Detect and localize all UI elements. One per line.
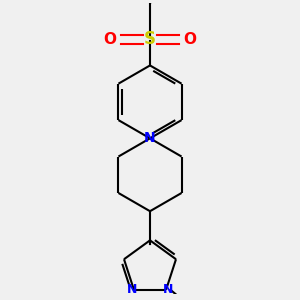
Text: N: N (127, 283, 137, 296)
Text: O: O (103, 32, 116, 47)
Text: N: N (144, 131, 156, 145)
Text: O: O (184, 32, 196, 47)
Text: S: S (144, 30, 156, 48)
Text: N: N (163, 283, 173, 296)
